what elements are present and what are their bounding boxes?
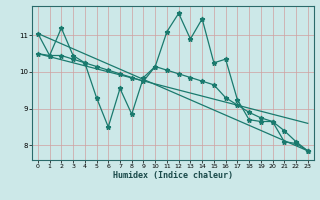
X-axis label: Humidex (Indice chaleur): Humidex (Indice chaleur) — [113, 171, 233, 180]
